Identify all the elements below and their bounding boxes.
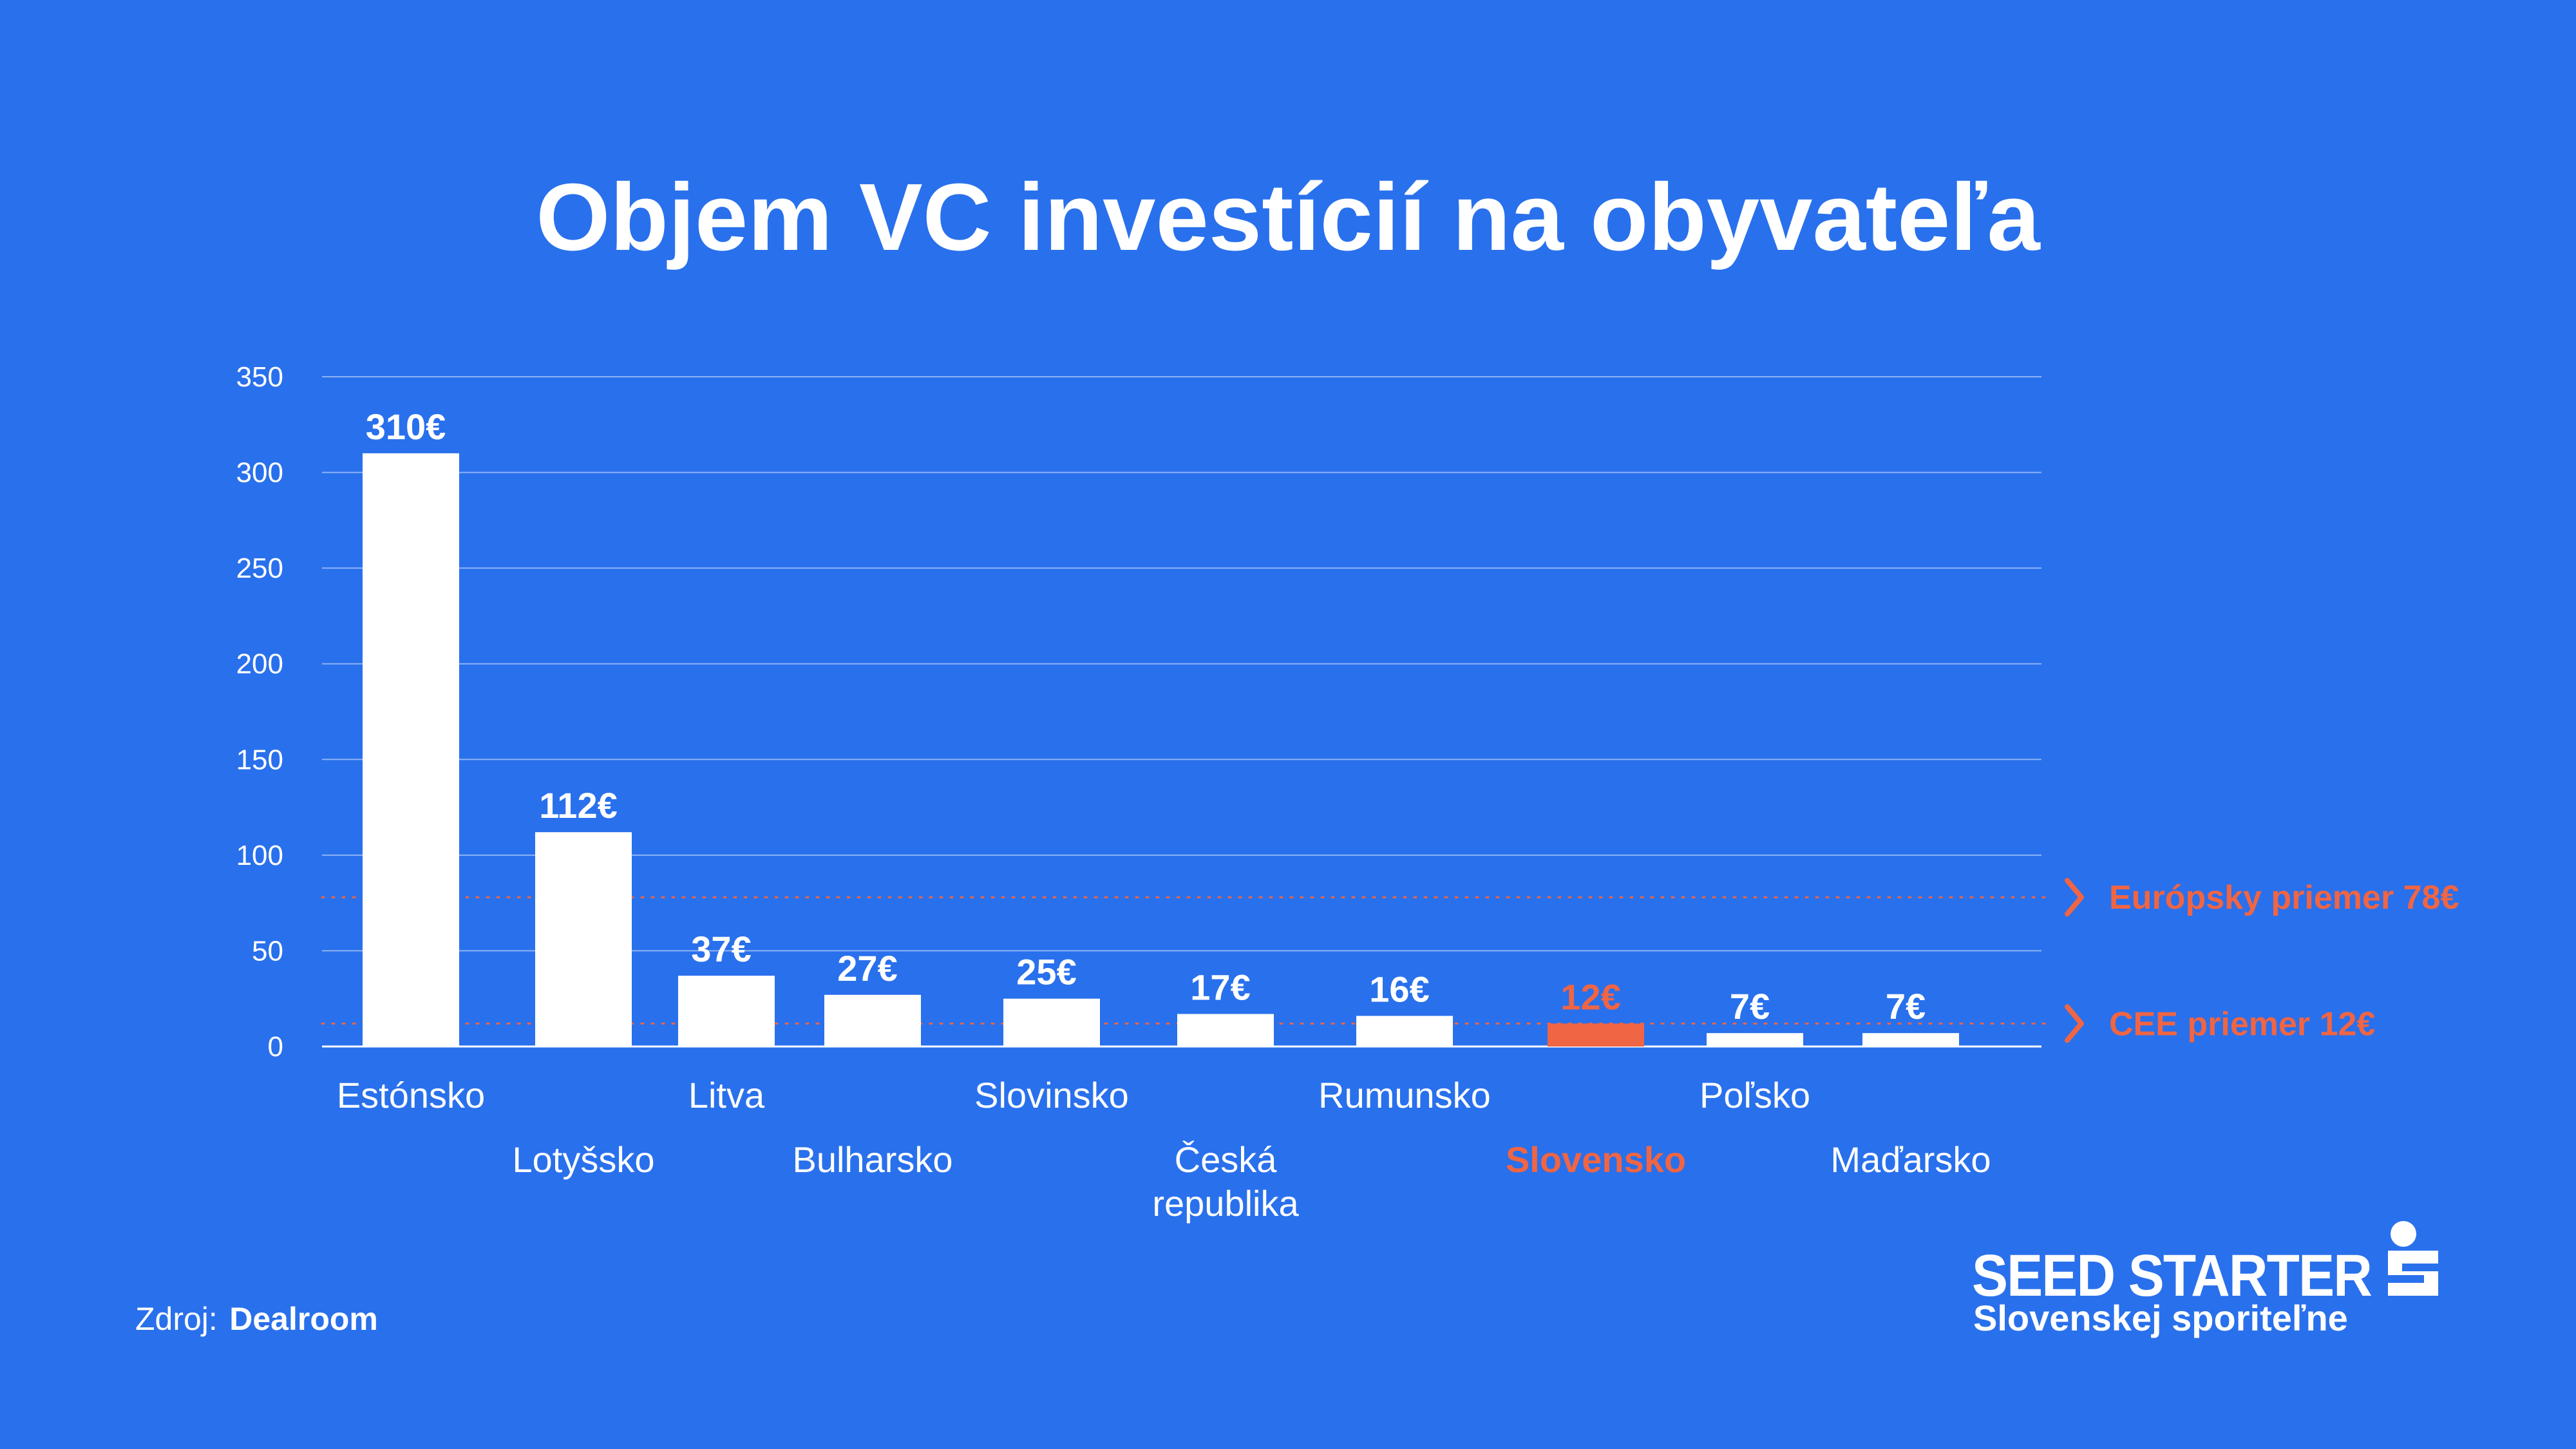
y-tick-label: 350 xyxy=(236,361,283,393)
brand-name: SEED STARTER xyxy=(1972,1243,2372,1309)
y-tick-label: 200 xyxy=(236,649,283,680)
bar-4 xyxy=(824,994,921,1046)
bar-7 xyxy=(1356,1016,1453,1046)
y-tick-label: 250 xyxy=(236,553,283,584)
data-label: 7€ xyxy=(1886,986,1926,1027)
source-prefix: Zdroj: xyxy=(135,1301,218,1337)
bar-2 xyxy=(535,832,632,1046)
y-tick-label: 100 xyxy=(236,840,283,871)
data-label: 7€ xyxy=(1730,986,1770,1027)
data-label: 310€ xyxy=(366,406,446,447)
reference-line-label: CEE priemer 12€ xyxy=(2109,1005,2375,1043)
category-label: Estónsko xyxy=(337,1075,485,1115)
source-name: Dealroom xyxy=(229,1301,378,1337)
source-note: Zdroj: Dealroom xyxy=(135,1301,378,1337)
category-labels: Estónsko Lotyšsko Litva Bulharsko Slovinsko Č… xyxy=(337,1075,1991,1224)
category-label: Bulharsko xyxy=(792,1139,952,1180)
y-tick-label: 0 xyxy=(268,1031,283,1063)
data-label: 112€ xyxy=(539,785,618,826)
bar-5 xyxy=(1003,998,1100,1046)
bar-1 xyxy=(363,453,459,1046)
chart-title: Objem VC investícií na obyvateľa xyxy=(536,164,2041,270)
data-label: 37€ xyxy=(691,929,751,969)
chevron-right-icon xyxy=(2065,1004,2084,1043)
bar-10 xyxy=(1862,1033,1959,1046)
bars xyxy=(363,453,1959,1046)
data-label: 27€ xyxy=(837,948,897,989)
category-label: Maďarsko xyxy=(1830,1139,1991,1180)
brand-subtitle: Slovenskej sporiteľne xyxy=(1973,1298,2348,1338)
category-label: Litva xyxy=(688,1075,765,1115)
data-label: 17€ xyxy=(1190,967,1250,1007)
y-tick-label: 150 xyxy=(236,744,283,775)
bar-8 xyxy=(1548,1023,1644,1046)
chevron-right-icon xyxy=(2065,878,2084,917)
data-labels: 310€ 112€ 37€ 27€ 25€ 17€ 16€ 12€ 7€ 7€ xyxy=(366,406,1926,1027)
sporitelna-s-logo-icon xyxy=(2388,1221,2438,1296)
category-label: Slovinsko xyxy=(974,1075,1129,1115)
category-label: Lotyšsko xyxy=(513,1139,655,1180)
brand-logo: SEED STARTER Slovenskej sporiteľne xyxy=(1972,1221,2438,1338)
bar-6 xyxy=(1177,1014,1274,1046)
reference-line-label: Európsky priemer 78€ xyxy=(2109,879,2459,916)
data-label: 25€ xyxy=(1016,952,1076,992)
category-label: Rumunsko xyxy=(1318,1075,1491,1115)
category-label: Poľsko xyxy=(1700,1075,1810,1115)
bar-3 xyxy=(678,976,775,1046)
data-label: 12€ xyxy=(1560,976,1620,1017)
category-label: Česká republika xyxy=(1152,1139,1299,1224)
y-tick-label: 300 xyxy=(236,457,283,489)
y-axis-ticks: 0 50 100 150 200 250 300 350 xyxy=(236,361,283,1063)
category-label: Slovensko xyxy=(1506,1139,1686,1180)
data-label: 16€ xyxy=(1369,969,1429,1009)
y-tick-label: 50 xyxy=(252,935,283,967)
bar-9 xyxy=(1707,1033,1803,1046)
